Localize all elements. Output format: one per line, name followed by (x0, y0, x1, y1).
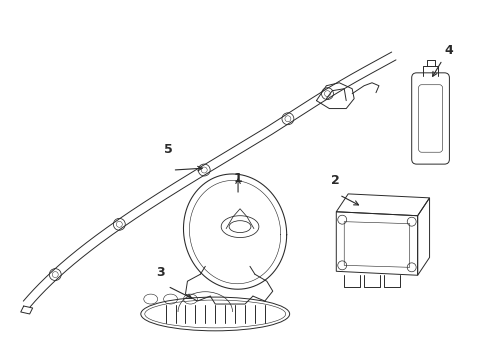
Text: 1: 1 (233, 172, 242, 185)
Text: 4: 4 (443, 44, 452, 57)
Text: 5: 5 (164, 143, 173, 156)
Text: 2: 2 (330, 174, 339, 187)
Text: 3: 3 (156, 266, 164, 279)
